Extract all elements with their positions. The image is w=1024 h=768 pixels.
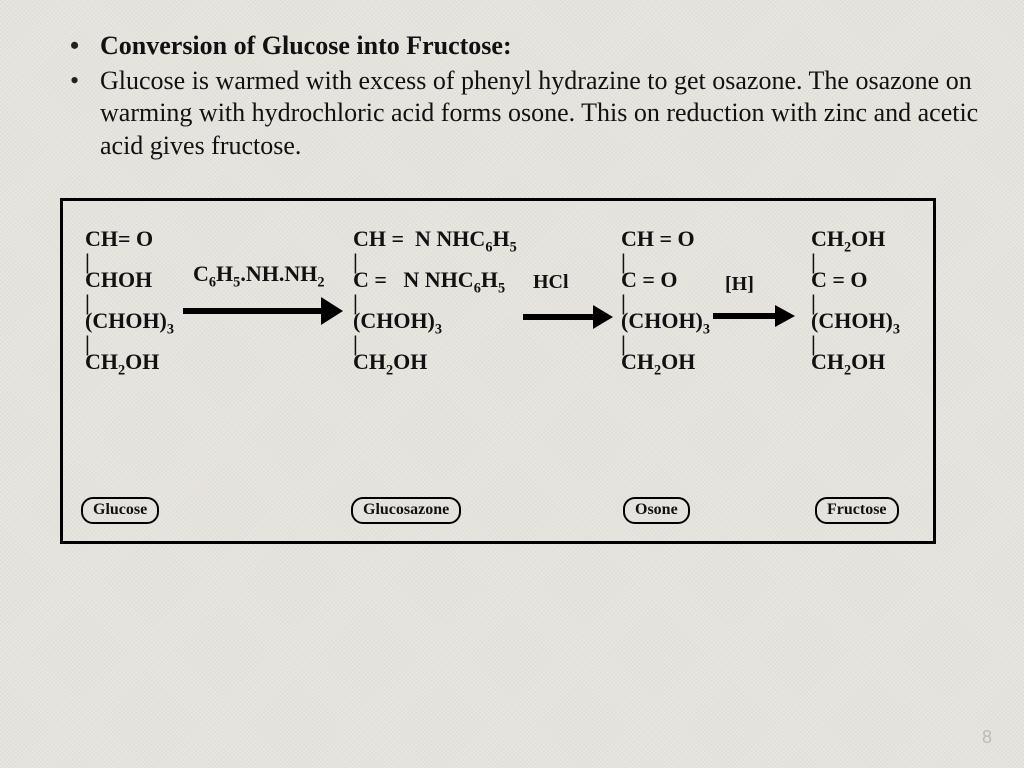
- molecule-osone: CH = O | C = O | (CHOH)3 | CH2OH: [621, 227, 710, 373]
- arrow-3: [713, 305, 795, 327]
- label-glucose: Glucose: [81, 497, 159, 524]
- molecule-glucose: CH= O | CHOH | (CHOH)3 | CH2OH: [85, 227, 174, 373]
- label-glucosazone: Glucosazone: [351, 497, 461, 524]
- bullet-desc: Glucose is warmed with excess of phenyl …: [100, 65, 984, 163]
- molecule-glucosazone: CH = N NHC6H5 | C = N NHC6H5 | (CHOH)3 |…: [353, 227, 517, 373]
- label-osone: Osone: [623, 497, 690, 524]
- arrow-2: [523, 305, 613, 329]
- reagent-hcl: HCl: [533, 271, 569, 294]
- bullet-list: Conversion of Glucose into Fructose: Glu…: [60, 30, 984, 162]
- reaction-diagram: CH= O | CHOH | (CHOH)3 | CH2OH Glucose C…: [60, 198, 936, 544]
- bullet-title: Conversion of Glucose into Fructose:: [100, 30, 984, 63]
- label-fructose: Fructose: [815, 497, 899, 524]
- reagent-h: [H]: [725, 273, 754, 296]
- arrow-1: [183, 297, 343, 325]
- molecule-fructose: CH2OH | C = O | (CHOH)3 | CH2OH: [811, 227, 900, 373]
- page-number: 8: [982, 727, 992, 748]
- reagent-phenylhydrazine: C6H5.NH.NH2: [193, 261, 324, 287]
